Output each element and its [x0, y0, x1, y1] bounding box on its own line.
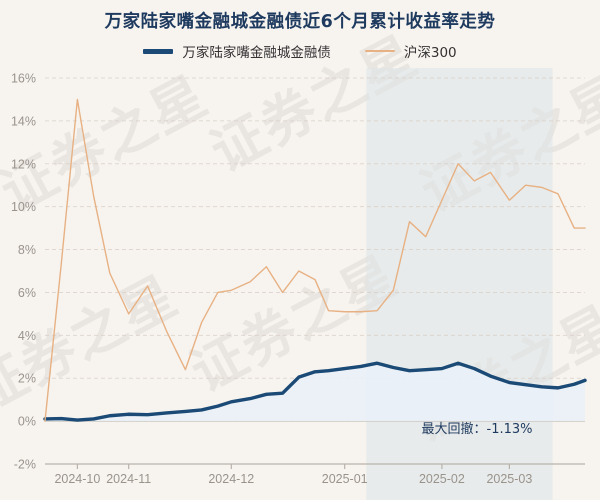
y-axis-tick-label: 2%: [18, 372, 36, 386]
x-axis-tick-label: 2024-11: [106, 472, 151, 486]
y-axis-tick-label: 8%: [18, 243, 36, 257]
legend-swatch-index-icon: [364, 50, 395, 52]
x-axis-tick-label: 2025-03: [486, 472, 532, 486]
page-title: 万家陆家嘴金融城金融债近6个月累计收益率走势: [104, 12, 496, 32]
chart-legend: 万家陆家嘴金融城金融债 沪深300: [0, 41, 600, 61]
x-axis-tick-label: 2025-02: [419, 472, 465, 486]
series-line-fund[interactable]: [43, 361, 587, 422]
y-axis-tick-label: 4%: [18, 329, 36, 343]
y-axis-tick-label: 12%: [11, 157, 36, 171]
x-axis-tick-label: 2024-10: [54, 472, 100, 486]
legend-label-fund: 万家陆家嘴金融城金融债: [182, 45, 331, 61]
y-axis-tick-label: 6%: [18, 286, 36, 300]
y-axis-tick-label: 0%: [18, 415, 36, 429]
y-axis-tick-label: -2%: [14, 458, 36, 472]
legend-label-index: 沪深300: [403, 45, 457, 61]
series-area-fund: [45, 363, 585, 422]
max-drawdown-annotation: 最大回撤：-1.13%: [422, 421, 533, 437]
x-axis-tick-label: 2025-01: [322, 472, 368, 486]
max-drawdown-band: [366, 68, 553, 500]
legend-item-fund[interactable]: 万家陆家嘴金融城金融债: [143, 41, 331, 61]
y-axis-tick-label: 14%: [11, 114, 36, 128]
legend-swatch-fund-icon: [143, 48, 174, 54]
legend-item-index[interactable]: 沪深300: [364, 41, 457, 61]
y-axis-tick-label: 16%: [11, 72, 36, 86]
x-axis-tick-label: 2024-12: [208, 472, 254, 486]
y-axis-tick-label: 10%: [11, 200, 36, 214]
series-line-index[interactable]: [44, 98, 586, 422]
